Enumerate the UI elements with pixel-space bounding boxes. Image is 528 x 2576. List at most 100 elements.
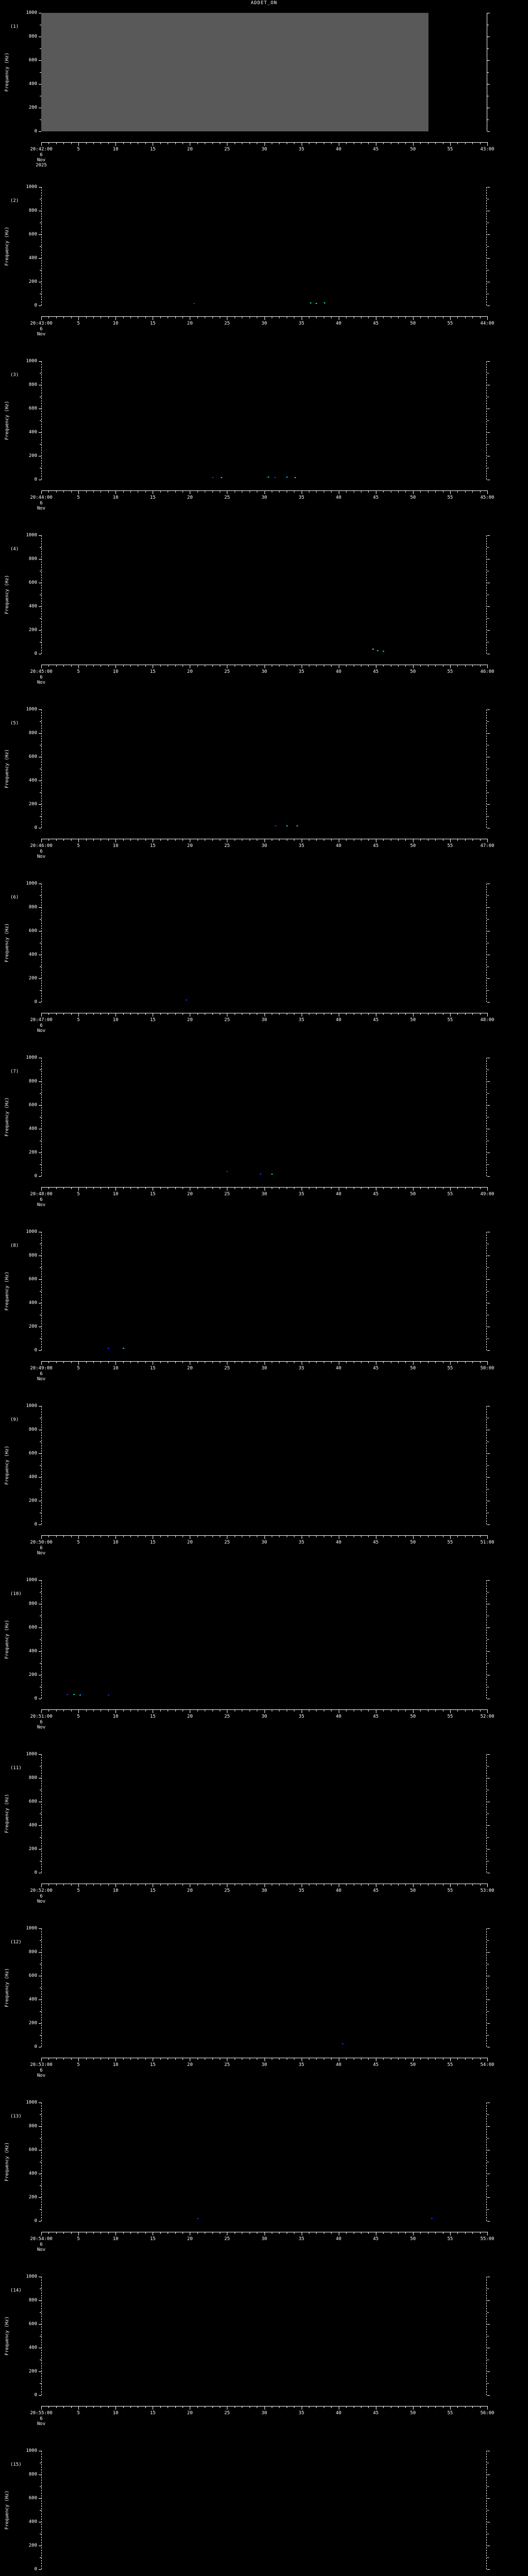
plot-area[interactable]: 0 200 400 600 800 1000: [26, 1403, 490, 1527]
detection-marker[interactable]: [67, 1694, 69, 1696]
plot-area[interactable]: 0 200 400 600 800 1000: [26, 707, 490, 831]
x-axis-date-line: Nov: [37, 1725, 46, 1730]
detection-marker[interactable]: [324, 302, 326, 303]
y-axis-tick-right: [487, 1291, 489, 1292]
plot-area[interactable]: 0 200 400 600 800 1000: [26, 1752, 490, 1875]
detection-marker[interactable]: [274, 477, 276, 478]
x-axis-tick-minor: [420, 1013, 421, 1015]
x-axis-tick-label: 20: [187, 1888, 193, 1893]
x-axis-tick-minor: [383, 1187, 384, 1189]
x-axis-tick-minor: [457, 665, 458, 667]
plot-area[interactable]: 0 200 400 600 800 1000: [26, 533, 490, 656]
x-axis-tick-minor: [130, 1013, 131, 1015]
detection-marker[interactable]: [294, 477, 296, 479]
detection-marker[interactable]: [309, 302, 311, 303]
x-axis-tick: [41, 1535, 42, 1539]
detection-marker[interactable]: [341, 2043, 343, 2045]
x-axis-date-line: Nov: [37, 1377, 46, 1382]
x-axis-tick-minor: [383, 142, 384, 144]
y-axis-tick: [39, 131, 41, 132]
x-axis-tick-minor: [197, 2232, 198, 2234]
detection-marker[interactable]: [296, 825, 298, 827]
plot-area[interactable]: 0 200 400 600 800 1000: [26, 359, 490, 482]
detection-marker[interactable]: [193, 302, 195, 304]
y-axis-tick-right: [487, 131, 490, 132]
y-axis-tick-label: 200: [28, 1324, 37, 1329]
detection-marker[interactable]: [316, 303, 318, 304]
y-axis-left-spine: [41, 709, 42, 828]
x-axis-tick-minor: [316, 142, 317, 144]
y-axis-tick: [39, 1350, 41, 1351]
x-axis-tick: [78, 1187, 79, 1191]
detection-marker[interactable]: [122, 1348, 124, 1349]
x-axis-tick-minor: [465, 839, 466, 841]
detection-marker[interactable]: [196, 2217, 199, 2219]
plot-area[interactable]: 0 200 400 600 800 1000: [26, 2274, 490, 2398]
detection-marker[interactable]: [211, 477, 213, 478]
x-axis-tick-minor: [71, 1709, 72, 1711]
y-axis-tick-label: 200: [28, 453, 37, 459]
y-axis-tick-label: 600: [28, 928, 37, 934]
detection-marker[interactable]: [267, 476, 269, 478]
y-axis-tick: [40, 2209, 41, 2210]
x-axis-tick-label: 15: [150, 321, 156, 326]
detection-marker[interactable]: [260, 1174, 262, 1175]
plot-area[interactable]: 0 200 400 600 800 1000: [26, 1578, 490, 1701]
x-axis-tick: [78, 839, 79, 842]
y-axis-title: Frequency (Hz): [5, 2142, 10, 2181]
detection-marker[interactable]: [79, 1694, 81, 1696]
detection-marker[interactable]: [275, 825, 277, 827]
x-axis-tick-minor: [123, 1709, 124, 1711]
plot-area[interactable]: 0 200 400 600 800 1000: [26, 10, 490, 134]
x-axis-tick-minor: [212, 142, 213, 144]
detection-marker[interactable]: [431, 2218, 433, 2219]
y-axis-tick: [39, 1002, 41, 1003]
plot-area[interactable]: 0 200 400 600 800 1000: [26, 1229, 490, 1353]
x-axis-tick-minor: [480, 316, 481, 318]
detection-marker[interactable]: [271, 1174, 273, 1175]
detection-marker[interactable]: [376, 650, 378, 652]
y-axis-tick-right: [487, 2510, 489, 2511]
y-axis-left-spine: [41, 1232, 42, 1350]
detection-marker[interactable]: [107, 1347, 109, 1349]
y-axis-left-spine: [41, 884, 42, 1002]
detection-marker[interactable]: [220, 477, 222, 479]
x-axis-tick-label: 35: [299, 495, 304, 500]
plot-area[interactable]: 0 200 400 600 800 1000: [26, 881, 490, 1005]
y-axis-tick-label: 400: [28, 2345, 37, 2350]
detection-marker[interactable]: [186, 999, 188, 1001]
x-axis-tick-minor: [197, 1535, 198, 1537]
plot-area[interactable]: 0 200 400 600 800 1000: [26, 2100, 490, 2224]
x-axis-tick-minor: [123, 1884, 124, 1886]
x-axis-tick-label: 10: [112, 2411, 119, 2416]
x-axis-tick-minor: [145, 1709, 146, 1711]
x-axis-date-line: 2025: [36, 163, 47, 168]
x-axis-tick-label: 40: [336, 1192, 342, 1197]
y-axis-tick: [39, 1524, 41, 1525]
detection-marker[interactable]: [73, 1694, 75, 1696]
plot-area[interactable]: 0 200 400 600 800 1000: [26, 2448, 490, 2572]
y-axis-tick-label: 800: [28, 34, 37, 39]
x-axis-tick-minor: [86, 1535, 87, 1537]
plot-area[interactable]: 0 200 400 600 800 1000: [26, 184, 490, 308]
x-axis-tick-label: 20: [187, 2236, 193, 2242]
detection-marker[interactable]: [383, 650, 385, 652]
detection-marker[interactable]: [372, 648, 374, 650]
y-axis-tick: [40, 919, 41, 920]
detection-marker[interactable]: [286, 477, 288, 478]
y-axis-tick-label: 200: [28, 1846, 37, 1852]
x-axis-tick-minor: [123, 1535, 124, 1537]
x-axis-tick-minor: [123, 839, 124, 841]
x-axis-tick-minor: [480, 490, 481, 493]
detection-marker[interactable]: [286, 825, 288, 826]
plot-area[interactable]: 0 200 400 600 800 1000: [26, 1055, 490, 1179]
detection-marker[interactable]: [226, 1171, 228, 1172]
x-axis-tick-minor: [472, 2232, 473, 2234]
x-axis-tick-label: 55: [447, 1888, 453, 1893]
detection-marker[interactable]: [107, 1694, 109, 1696]
x-axis-tick-minor: [48, 2406, 50, 2408]
x-axis-tick-minor: [86, 142, 87, 144]
y-axis-tick-label: 1000: [26, 10, 37, 15]
x-axis-tick-minor: [160, 490, 161, 493]
plot-area[interactable]: 0 200 400 600 800 1000: [26, 1926, 490, 2049]
